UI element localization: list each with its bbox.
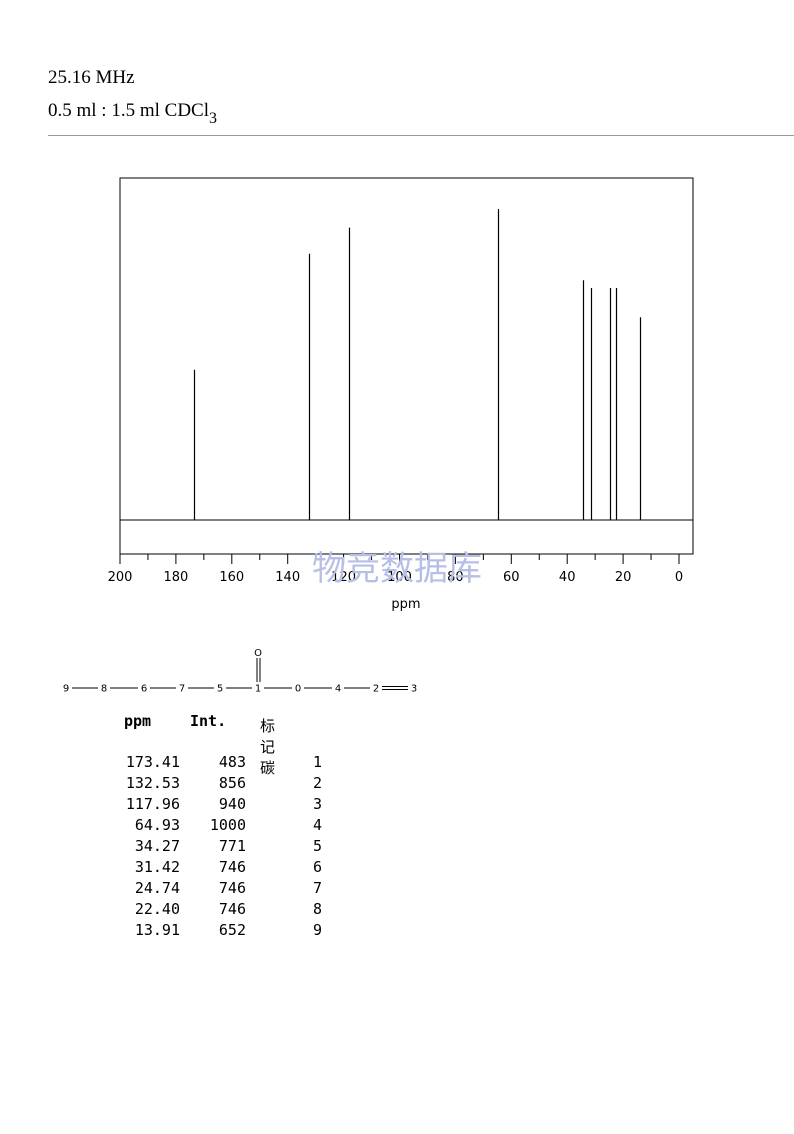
x-tick-label: 80 (447, 570, 464, 585)
cell-int: 652 (218, 921, 246, 939)
col-header-carbon: 标记碳 (260, 717, 276, 777)
atom-label: 1 (255, 684, 261, 695)
cell-int: 771 (218, 837, 246, 855)
cell-ppm: 64.93 (134, 816, 180, 834)
x-axis-ticks (119, 554, 680, 564)
cell-carbon: 3 (312, 795, 322, 813)
atom-label: 6 (141, 684, 147, 695)
cell-ppm: 117.96 (125, 795, 180, 813)
table-row: 31.42 746 6 (0, 858, 794, 879)
table-row: 34.27 771 5 (0, 837, 794, 858)
atom-label: 7 (179, 684, 185, 695)
watermark: 物竞数据库 (312, 549, 482, 589)
header-divider (48, 135, 794, 136)
cell-ppm: 22.40 (134, 900, 180, 918)
cell-carbon: 8 (312, 900, 322, 918)
col-header-ppm: ppm (124, 712, 152, 730)
solvent-text: 0.5 ml : 1.5 ml CDCl (48, 100, 209, 121)
col-header-int: Int. (190, 712, 227, 730)
cell-int: 1000 (209, 816, 246, 834)
cell-ppm: 31.42 (134, 858, 180, 876)
x-axis-label: ppm (391, 597, 420, 612)
cell-carbon: 1 (312, 753, 322, 771)
plot-frame (119, 177, 694, 555)
spectrometer-frequency: 25.16 MHz (48, 67, 135, 88)
cell-ppm: 24.74 (134, 879, 180, 897)
table-row: 22.40 746 8 (0, 900, 794, 921)
cell-ppm: 13.91 (134, 921, 180, 939)
cell-int: 746 (218, 900, 246, 918)
cell-ppm: 132.53 (125, 774, 180, 792)
table-row: 24.74 746 7 (0, 879, 794, 900)
cell-carbon: 9 (312, 921, 322, 939)
cell-carbon: 7 (312, 879, 322, 897)
x-tick-label: 180 (163, 570, 188, 585)
spectrum-peaks (193, 209, 642, 520)
x-tick-label: 100 (387, 570, 412, 585)
x-tick-label: 20 (615, 570, 632, 585)
atom-label: 0 (295, 684, 301, 695)
table-row: 132.53 856 2 (0, 774, 794, 795)
table-row: 117.96 940 3 (0, 795, 794, 816)
table-row: 13.91 652 9 (0, 921, 794, 942)
atom-label: 5 (217, 684, 223, 695)
cell-int: 940 (218, 795, 246, 813)
table-row: 64.93 1000 4 (0, 816, 794, 837)
cell-int: 483 (218, 753, 246, 771)
table-row: 173.41 483 1 (0, 753, 794, 774)
cell-ppm: 34.27 (134, 837, 180, 855)
cell-carbon: 5 (312, 837, 322, 855)
atom-label: 8 (101, 684, 107, 695)
x-tick-label: 160 (219, 570, 244, 585)
cell-int: 746 (218, 858, 246, 876)
cell-carbon: 2 (312, 774, 322, 792)
x-tick-label: 60 (503, 570, 520, 585)
x-tick-label: 200 (108, 570, 133, 585)
atom-label: 3 (411, 684, 417, 695)
atom-label: 9 (63, 684, 69, 695)
cell-carbon: 6 (312, 858, 322, 876)
molecule-structure: 9 8 6 7 5 1 0 4 2 3 O (63, 648, 417, 695)
x-tick-label: 40 (559, 570, 576, 585)
x-axis-tick-labels: 200 180 160 140 120 100 80 60 40 20 0 (108, 570, 684, 585)
cell-carbon: 4 (312, 816, 322, 834)
atom-label: 2 (373, 684, 379, 695)
atom-label: 4 (335, 684, 341, 695)
solvent-subscript: 3 (209, 110, 217, 127)
solvent-info: 0.5 ml : 1.5 ml CDCl3 (48, 100, 217, 127)
x-tick-label: 140 (275, 570, 300, 585)
carbonyl-oxygen: O (254, 648, 262, 659)
nmr-spectrum-chart: 200 180 160 140 120 100 80 60 40 20 0 物竞数据库 ppm (108, 177, 694, 612)
cell-int: 856 (218, 774, 246, 792)
x-tick-label: 120 (331, 570, 356, 585)
carbon-chain: 9 8 6 7 5 1 0 4 2 3 (63, 684, 417, 695)
x-tick-label: 0 (675, 570, 683, 585)
cell-int: 746 (218, 879, 246, 897)
cell-ppm: 173.41 (125, 753, 180, 771)
